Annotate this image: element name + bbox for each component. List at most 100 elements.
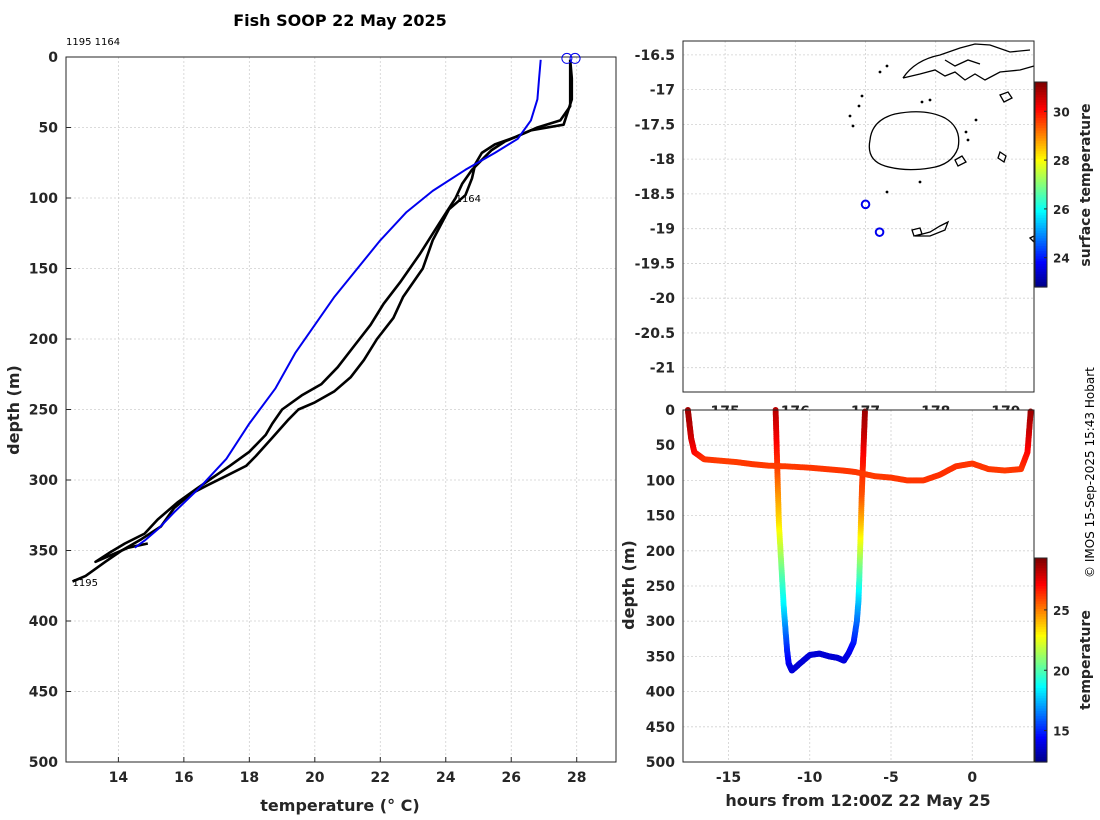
profile-annotation: 1164 [456, 194, 481, 205]
map-islet [964, 130, 968, 134]
map-colorbar-band [1035, 256, 1047, 260]
map-colorbar-band [1035, 82, 1047, 86]
map-colorbar-band [1035, 128, 1047, 132]
section-colorbar-band [1035, 731, 1047, 735]
map-islet [851, 124, 855, 128]
section-colorbar-band [1035, 588, 1047, 592]
profile-xtick-label: 14 [109, 770, 129, 786]
section-colorbar-band [1035, 654, 1047, 659]
map-colorbar-band [1035, 207, 1047, 211]
credit-text: © IMOS 15-Sep-2025 15:43 Hobart [1083, 367, 1097, 578]
map-coastline [902, 65, 1035, 81]
map-station-marker [874, 227, 885, 237]
map-colorbar-frame [1034, 81, 1048, 288]
map-colorbar-band [1035, 94, 1047, 98]
map-colorbar-band [1035, 140, 1047, 145]
profile-plot: 14 16 18 20 22 24 26 28 0 50 100 150 200 250 300 350 400… [29, 37, 617, 786]
map-colorbar-band [1035, 212, 1047, 216]
map-colorbar-band [1035, 243, 1047, 247]
section-colorbar-band [1035, 736, 1047, 740]
profile-ytick-label: 450 [29, 685, 58, 701]
map-ytick-label: -18.5 [635, 187, 675, 203]
section-colorbar-band [1035, 652, 1047, 656]
map-coastline [997, 150, 1007, 164]
section-colorbar-label: temperature [1078, 610, 1094, 710]
map-ytick-label: -17.5 [635, 117, 675, 133]
figure-title: Fish SOOP 22 May 2025 [233, 11, 447, 30]
map-islet [860, 94, 864, 98]
section-colorbar-band [1035, 591, 1047, 595]
map-colorbar-band [1035, 161, 1047, 165]
section-colorbar-band [1035, 647, 1047, 651]
map-colorbar-band [1035, 158, 1047, 163]
map-colorbar-band [1035, 251, 1047, 255]
map-colorbar-band [1035, 112, 1047, 116]
section-colorbar-tick-label: 20 [1053, 664, 1070, 678]
map-colorbar-band [1035, 284, 1047, 288]
profile-xtick-label: 22 [371, 770, 390, 786]
section-colorbar-band [1035, 693, 1047, 697]
section-colorbar-band [1035, 657, 1047, 661]
map-colorbar-band [1035, 205, 1047, 209]
profile-ytick-label: 350 [29, 544, 58, 560]
section-colorbar-band [1035, 754, 1047, 758]
section-colorbar-band [1035, 705, 1047, 710]
section-colorbar-band [1035, 744, 1047, 748]
map-ytick-label: -20 [650, 291, 676, 307]
section-xtick-label: -5 [883, 770, 899, 786]
profile-ytick-label: 300 [29, 473, 58, 489]
map-colorbar-band [1035, 171, 1047, 175]
map-colorbar-band [1035, 143, 1047, 147]
section-colorbar-band [1035, 670, 1047, 674]
map-colorbar-band [1035, 107, 1047, 111]
section-colorbar-band [1035, 690, 1047, 694]
map-colorbar-band [1035, 276, 1047, 280]
section-colorbar-band [1035, 756, 1047, 761]
section-ytick-label: 250 [646, 579, 675, 595]
map-colorbar-band [1035, 120, 1047, 124]
map-ytick-label: -17 [650, 83, 675, 99]
profile-series-1164 [94, 59, 572, 564]
profile-xtick-label: 24 [436, 770, 456, 786]
map-colorbar-band [1035, 117, 1047, 122]
map-colorbar-band [1035, 99, 1047, 104]
map-colorbar-band [1035, 135, 1047, 139]
section-colorbar-band [1035, 593, 1047, 597]
map-coastline [914, 220, 950, 237]
section-colorbar-band [1035, 716, 1047, 720]
section-xtick-label: 0 [967, 770, 977, 786]
section-colorbar-band [1035, 711, 1047, 715]
map-colorbar-band [1035, 192, 1047, 196]
map-colorbar-band [1035, 248, 1047, 252]
section-xlabel: hours from 12:00Z 22 May 25 [725, 791, 990, 810]
map-colorbar-band [1035, 138, 1047, 142]
section-ytick-label: 200 [646, 544, 675, 560]
map-colorbar-tick-label: 28 [1053, 154, 1070, 168]
map-colorbar-band [1035, 174, 1047, 178]
map-colorbar-band [1035, 253, 1047, 257]
map-colorbar-band [1035, 189, 1047, 193]
map-colorbar-band [1035, 146, 1047, 150]
map-colorbar-band [1035, 166, 1047, 170]
map-colorbar-band [1035, 84, 1047, 88]
profile-series-1195 [71, 59, 574, 583]
section-colorbar-band [1035, 624, 1047, 628]
map-coastline [911, 227, 923, 237]
section-colorbar-band [1035, 682, 1047, 687]
map-colorbar-band [1035, 164, 1047, 168]
map-colorbar-band [1035, 230, 1047, 234]
profile-start-marker [569, 52, 581, 64]
section-colorbar-band [1035, 642, 1047, 646]
map-coastline [944, 59, 981, 67]
section-colorbar-band [1035, 570, 1047, 574]
map-islet [928, 98, 932, 102]
map-ytick-label: -20.5 [635, 326, 675, 342]
map-colorbar-tick-label: 30 [1053, 105, 1070, 119]
profile-xtick-label: 18 [240, 770, 259, 786]
map-colorbar-band [1035, 153, 1047, 157]
section-colorbar-band [1035, 573, 1047, 577]
section-colorbar-band [1035, 583, 1047, 587]
section-colorbar-band [1035, 703, 1047, 707]
profile-annotation: 1195 [73, 578, 98, 589]
